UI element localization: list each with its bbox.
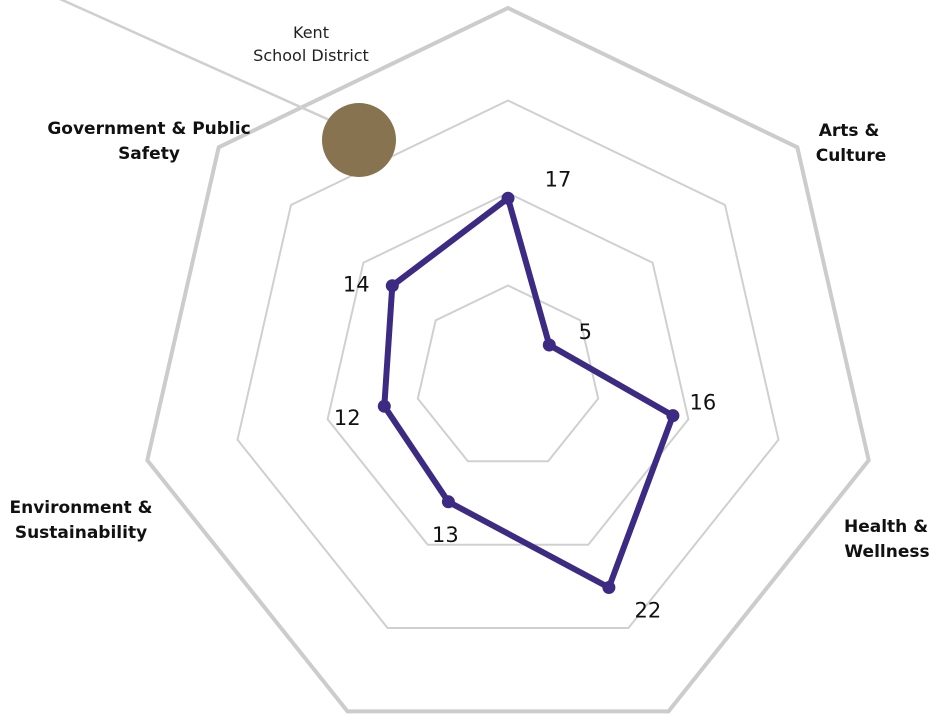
axis-label-health-line1: Health & [844,517,928,537]
data-point-4 [602,581,616,594]
data-point-5 [441,495,455,509]
series-group [377,191,680,594]
data-point-2 [542,338,556,352]
value-label-3: 16 [690,391,717,415]
marker-dot [322,103,396,177]
data-point-7 [385,279,399,293]
series-line [381,195,676,591]
value-label-4: 22 [635,599,662,623]
radar-grid [145,5,871,714]
grid-ring-1 [416,284,600,463]
value-label-6: 12 [334,406,361,430]
value-label-1: 17 [545,167,572,191]
data-point-3 [666,409,680,423]
axis-label-gov-line1: Government & Public [47,119,250,139]
value-labels: 17 5 16 22 13 12 14 [334,167,716,622]
marker-label-line2: School District [253,46,369,65]
grid-ring-4 [145,5,871,714]
value-label-7: 14 [343,273,370,297]
marker-pointer-line [59,0,346,129]
axis-label-arts-line2: Culture [816,146,887,166]
axis-label-env-line2: Sustainability [15,523,147,543]
data-point-6 [377,399,391,413]
value-label-2: 5 [579,320,592,344]
axis-label-arts-line1: Arts & [819,121,880,141]
data-point-1 [501,191,515,205]
value-label-5: 13 [432,523,459,547]
axis-label-health-line2: Wellness [844,542,929,562]
axis-label-env-line1: Environment & [9,498,152,518]
marker-label-line1: Kent [293,23,329,42]
grid-ring-2 [326,191,690,546]
axis-label-gov-line2: Safety [118,144,180,164]
grid-ring-3 [236,99,780,629]
